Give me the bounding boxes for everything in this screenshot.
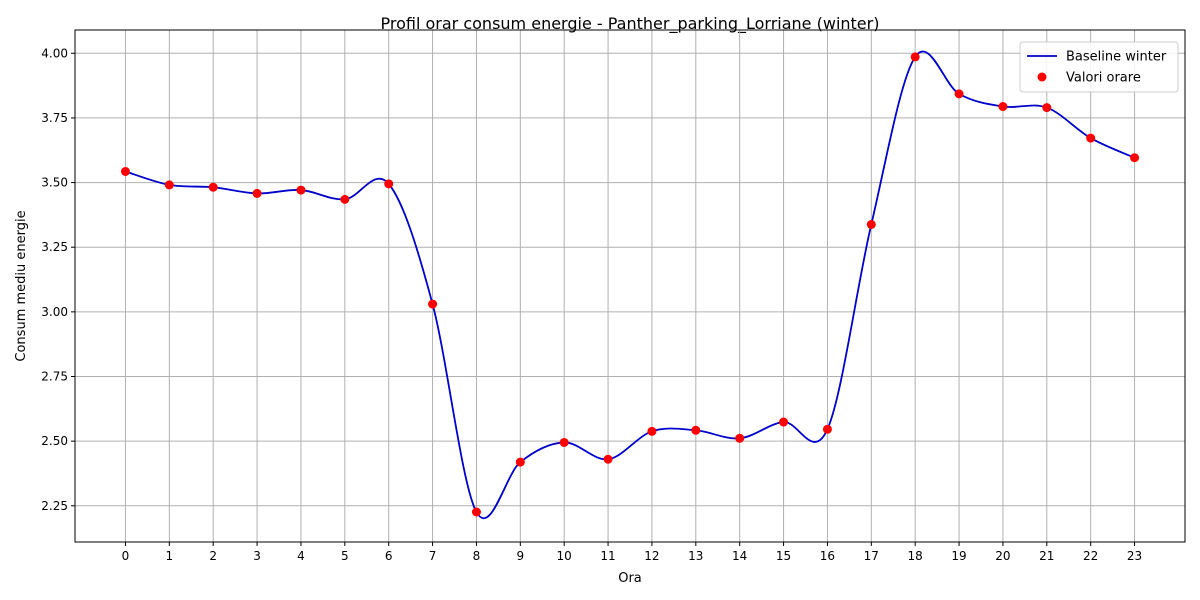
x-tick-label: 10 <box>557 549 572 563</box>
x-tick-label: 1 <box>166 549 174 563</box>
x-axis-label: Ora <box>618 571 642 586</box>
x-tick-label: 13 <box>688 549 703 563</box>
plot-frame <box>74 29 1186 543</box>
hourly-value-point <box>252 188 262 198</box>
scatter-points <box>120 52 1140 517</box>
legend-box <box>1019 41 1179 93</box>
hourly-value-point <box>1130 153 1140 163</box>
x-tick-label: 12 <box>644 549 659 563</box>
legend-label-hourly: Valori orare <box>1066 71 1141 86</box>
hourly-value-point <box>998 102 1008 112</box>
y-tick-label: 2.50 <box>41 434 68 448</box>
grid-lines <box>75 30 1185 542</box>
hourly-value-point <box>822 424 832 434</box>
legend-label-baseline: Baseline winter <box>1066 50 1167 65</box>
x-tick-label: 3 <box>253 549 261 563</box>
x-tick-label: 23 <box>1127 549 1142 563</box>
hourly-value-point <box>1042 103 1052 113</box>
hourly-value-point <box>384 179 394 189</box>
x-tick-label: 20 <box>995 549 1010 563</box>
hourly-value-point <box>866 219 876 229</box>
x-tick-label: 4 <box>297 549 305 563</box>
hourly-value-point <box>208 182 218 192</box>
x-tick-label: 8 <box>473 549 481 563</box>
hourly-value-point <box>910 52 920 62</box>
x-tick-label: 21 <box>1039 549 1054 563</box>
hourly-value-point <box>120 166 130 176</box>
hourly-value-point <box>779 417 789 427</box>
hourly-value-point <box>296 185 306 195</box>
x-tick-label: 18 <box>908 549 923 563</box>
hourly-value-point <box>954 89 964 99</box>
x-tick-label: 22 <box>1083 549 1098 563</box>
legend: Baseline winter Valori orare <box>1019 41 1179 93</box>
hourly-value-point <box>1086 133 1096 143</box>
hourly-value-point <box>515 457 525 467</box>
axis-ticks: 0 1 2 3 4 5 6 7 8 9 10 11 12 13 14 15 16 17 18 19 20 21 22 232.… <box>41 46 1142 563</box>
x-tick-label: 17 <box>864 549 879 563</box>
baseline-series-line <box>125 50 1135 520</box>
hourly-value-point <box>340 194 350 204</box>
x-tick-label: 6 <box>385 549 393 563</box>
hourly-value-point <box>471 507 481 517</box>
hourly-value-point <box>735 433 745 443</box>
x-tick-label: 9 <box>516 549 524 563</box>
y-axis-label: Consum mediu energie <box>14 210 29 361</box>
y-tick-label: 3.25 <box>41 240 68 254</box>
y-tick-label: 3.50 <box>41 176 68 190</box>
y-tick-label: 3.75 <box>41 111 68 125</box>
x-tick-label: 0 <box>122 549 130 563</box>
y-tick-label: 2.25 <box>41 499 68 513</box>
y-tick-label: 4.00 <box>41 46 68 60</box>
x-tick-label: 19 <box>951 549 966 563</box>
x-tick-label: 14 <box>732 549 747 563</box>
hourly-value-point <box>428 299 438 309</box>
x-tick-label: 2 <box>209 549 217 563</box>
hourly-value-point <box>559 437 569 447</box>
hourly-value-point <box>691 425 701 435</box>
x-tick-label: 5 <box>341 549 349 563</box>
y-tick-label: 3.00 <box>41 305 68 319</box>
x-tick-label: 16 <box>820 549 835 563</box>
x-tick-label: 7 <box>429 549 437 563</box>
series-layer <box>125 50 1135 520</box>
y-tick-label: 2.75 <box>41 370 68 384</box>
x-tick-label: 11 <box>600 549 615 563</box>
legend-point-swatch <box>1037 72 1047 82</box>
x-tick-label: 15 <box>776 549 791 563</box>
hourly-value-point <box>603 454 613 464</box>
hourly-value-point <box>647 426 657 436</box>
chart-title: Profil orar consum energie - Panther_par… <box>381 14 880 34</box>
hourly-value-point <box>164 180 174 190</box>
